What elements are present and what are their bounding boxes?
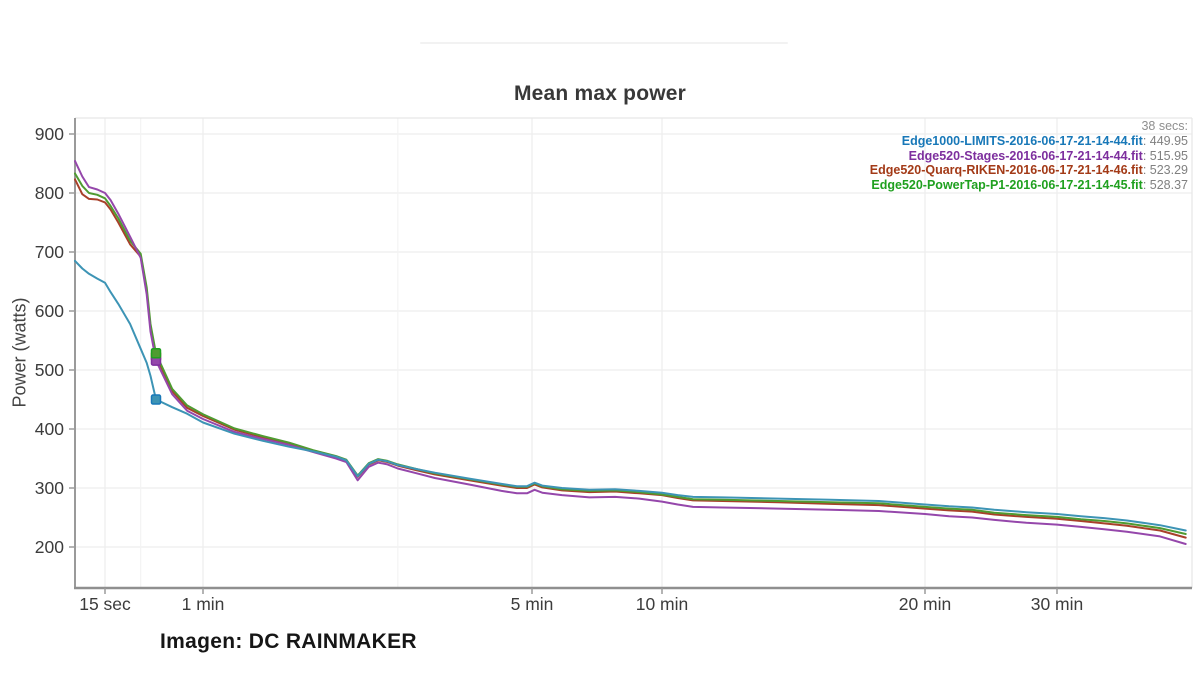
legend-item: Edge520-PowerTap-P1-2016-06-17-21-14-45.… [870,178,1188,193]
chart-title: Mean max power [513,82,687,105]
svg-text:200: 200 [35,537,64,557]
svg-text:500: 500 [35,360,64,380]
svg-text:300: 300 [35,478,64,498]
svg-text:600: 600 [35,301,64,321]
legend-item: Edge1000-LIMITS-2016-06-17-21-14-44.fit:… [870,134,1188,149]
legend-series-name: Edge1000-LIMITS-2016-06-17-21-14-44.fit [901,133,1143,148]
legend-time-header: 38 secs: [1141,119,1188,133]
svg-text:1 min: 1 min [182,594,225,614]
top-divider-line [420,42,788,44]
legend-item: Edge520-Quarq-RIKEN-2016-06-17-21-14-46.… [870,163,1188,178]
legend-item: Edge520-Stages-2016-06-17-21-14-44.fit: … [870,149,1188,164]
svg-text:400: 400 [35,419,64,439]
image-credit-text: Imagen: DC RAINMAKER [160,630,417,653]
legend-series-value: : 523.29 [1142,163,1188,178]
legend-series-value: : 515.95 [1142,148,1188,163]
svg-text:15 sec: 15 sec [79,594,131,614]
legend-series-name: Edge520-Quarq-RIKEN-2016-06-17-21-14-46.… [869,163,1143,178]
legend-series-name: Edge520-PowerTap-P1-2016-06-17-21-14-45.… [871,178,1143,193]
svg-text:800: 800 [35,183,64,203]
chart-legend: 38 secs: Edge1000-LIMITS-2016-06-17-21-1… [870,119,1188,193]
svg-text:20 min: 20 min [899,594,952,614]
legend-series-value: : 449.95 [1142,133,1188,148]
legend-series-name: Edge520-Stages-2016-06-17-21-14-44.fit [908,148,1143,163]
legend-series-value: : 528.37 [1142,178,1188,193]
svg-text:30 min: 30 min [1031,594,1084,614]
svg-text:700: 700 [35,242,64,262]
svg-text:5 min: 5 min [511,594,554,614]
svg-text:900: 900 [35,124,64,144]
svg-text:10 min: 10 min [636,594,689,614]
